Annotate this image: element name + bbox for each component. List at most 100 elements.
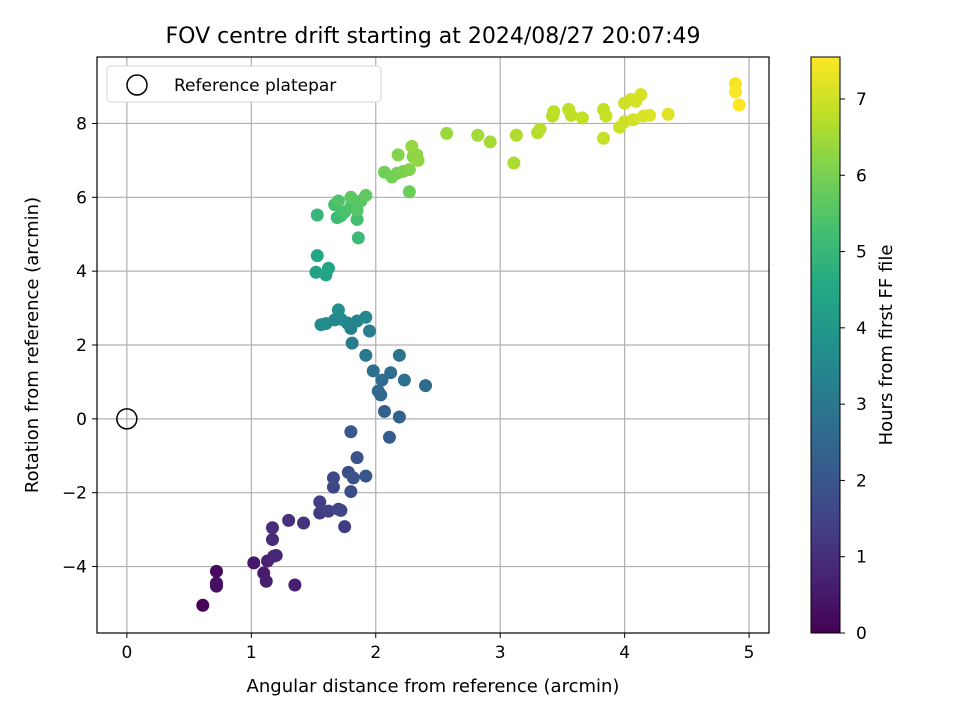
data-point	[350, 451, 364, 465]
data-point	[392, 410, 406, 424]
data-point	[310, 249, 324, 263]
data-point	[282, 513, 296, 527]
data-point	[331, 194, 345, 208]
chart-title: FOV centre drift starting at 2024/08/27 …	[166, 24, 701, 49]
data-point	[310, 208, 324, 222]
legend-label-reference: Reference platepar	[174, 76, 336, 96]
colorbar-tick-label: 5	[856, 243, 867, 263]
colorbar: 0 1 2 3 4 5 6 7 Hours from first FF file	[810, 56, 897, 644]
data-point	[371, 384, 385, 398]
data-point	[209, 579, 223, 593]
data-point	[382, 430, 396, 444]
data-point	[338, 520, 352, 534]
data-point	[359, 469, 373, 483]
colorbar-label: Hours from first FF file	[876, 245, 897, 446]
x-tick-label: 3	[495, 643, 506, 663]
x-tick-label: 4	[619, 643, 630, 663]
colorbar-gradient	[810, 56, 841, 634]
data-point	[419, 379, 433, 393]
data-point	[288, 578, 302, 592]
legend-marker-reference	[126, 74, 148, 96]
data-point	[269, 548, 283, 562]
colorbar-tick-label: 1	[856, 548, 867, 568]
data-point	[366, 364, 380, 378]
data-point	[309, 265, 323, 279]
data-point	[391, 148, 405, 162]
data-point	[359, 188, 373, 202]
data-points	[116, 77, 746, 612]
data-point	[344, 485, 358, 499]
data-point	[326, 480, 340, 494]
y-axis-label: Rotation from reference (arcmin)	[22, 197, 43, 493]
y-axis-ticks: −4 −2 0 2 4 6 8	[62, 114, 97, 578]
data-point	[634, 88, 648, 102]
legend-box	[106, 65, 382, 103]
data-point	[661, 107, 675, 121]
data-point	[313, 495, 327, 509]
data-point	[359, 348, 373, 362]
data-point	[331, 502, 345, 516]
data-point	[732, 98, 746, 112]
data-point	[599, 109, 613, 123]
data-point	[314, 318, 328, 332]
data-point	[265, 521, 279, 535]
data-point	[392, 348, 406, 362]
x-tick-label: 2	[370, 643, 381, 663]
data-point	[326, 471, 340, 485]
data-point	[471, 128, 485, 142]
y-tick-label: 6	[76, 188, 87, 208]
data-point	[626, 113, 640, 127]
colorbar-tick-label: 0	[856, 624, 867, 644]
data-point	[375, 373, 389, 387]
data-point	[547, 105, 561, 119]
data-point	[196, 598, 210, 612]
x-tick-label: 5	[744, 643, 755, 663]
data-point	[397, 373, 411, 387]
data-point	[728, 85, 742, 99]
data-point	[507, 156, 521, 170]
data-point	[297, 516, 311, 530]
colorbar-tick-label: 2	[856, 471, 867, 491]
plot-frame	[96, 56, 770, 634]
y-tick-label: 4	[76, 262, 87, 282]
data-point	[533, 122, 547, 136]
x-axis-ticks: 0 1 2 3 4 5	[121, 633, 755, 663]
data-point	[265, 533, 279, 547]
data-point	[331, 303, 345, 317]
data-point	[596, 131, 610, 145]
data-point	[643, 108, 657, 122]
data-point	[363, 324, 377, 338]
data-point	[346, 471, 360, 485]
data-point	[345, 336, 359, 350]
x-tick-label: 1	[246, 643, 257, 663]
colorbar-ticks: 0 1 2 3 4 5 6 7	[840, 90, 867, 644]
reference-platepar-marker	[116, 408, 138, 430]
data-point	[402, 185, 416, 199]
colorbar-tick-label: 6	[856, 166, 867, 186]
data-point	[377, 404, 391, 418]
y-tick-label: 8	[76, 114, 87, 134]
data-point	[247, 556, 261, 570]
data-point	[344, 190, 358, 204]
y-tick-label: −4	[62, 558, 87, 578]
data-point	[259, 574, 273, 588]
y-tick-label: 0	[76, 410, 87, 430]
y-tick-label: −2	[62, 484, 87, 504]
data-point	[440, 126, 454, 140]
data-point	[575, 111, 589, 125]
legend: Reference platepar	[106, 65, 382, 103]
data-point	[509, 128, 523, 142]
data-point	[564, 108, 578, 122]
data-point	[344, 425, 358, 439]
data-point	[384, 366, 398, 380]
colorbar-tick-label: 3	[856, 395, 867, 415]
colorbar-tick-label: 4	[856, 319, 867, 339]
x-tick-label: 0	[121, 643, 132, 663]
y-tick-label: 2	[76, 336, 87, 356]
data-point	[351, 231, 365, 245]
data-point	[402, 163, 416, 177]
x-axis-label: Angular distance from reference (arcmin)	[247, 676, 620, 697]
data-point	[350, 212, 364, 226]
data-point	[209, 564, 223, 578]
